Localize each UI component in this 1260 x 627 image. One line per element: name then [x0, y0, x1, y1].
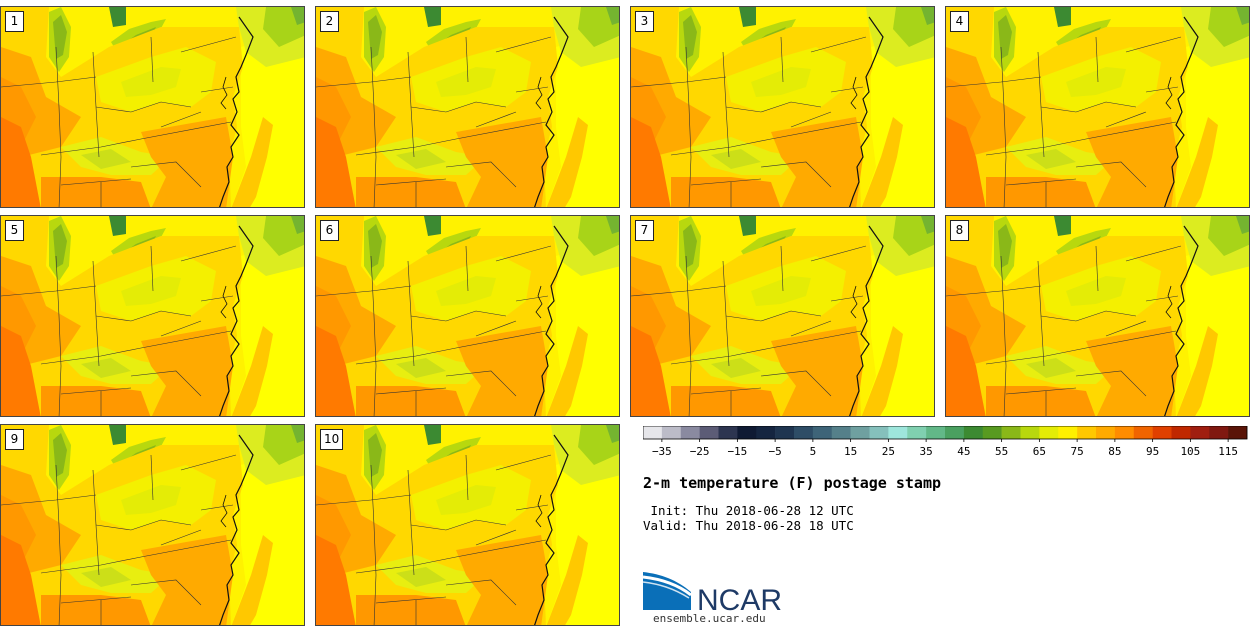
init-time: Init: Thu 2018-06-28 12 UTC	[643, 503, 854, 518]
colorbar-segment	[1190, 426, 1210, 439]
temperature-map	[1, 425, 304, 625]
colorbar-segment	[718, 426, 738, 439]
colorbar-segment	[1114, 426, 1135, 439]
colorbar-tick-label: −5	[769, 445, 782, 458]
temperature-map	[946, 7, 1249, 207]
ncar-logo-swoosh	[643, 572, 691, 610]
stamp-label: 6	[320, 220, 339, 241]
stamp-label: 2	[320, 11, 339, 32]
colorbar-tick-label: 25	[882, 445, 895, 458]
colorbar-tick-label: 115	[1218, 445, 1238, 458]
ncar-logo-text: NCAR	[697, 584, 782, 612]
stamp-label: 9	[5, 429, 24, 450]
colorbar-tick-label: −25	[690, 445, 710, 458]
stamp-label: 3	[635, 11, 654, 32]
stamp-panel-6: 6	[315, 215, 620, 417]
stamp-panel-1: 1	[0, 6, 305, 208]
colorbar-segment	[756, 426, 776, 439]
colorbar-tick-label: −15	[727, 445, 747, 458]
colorbar-segment	[1152, 426, 1172, 439]
colorbar-segment	[945, 426, 965, 439]
colorbar-tick-label: 65	[1033, 445, 1046, 458]
temperature-map	[631, 7, 934, 207]
colorbar-segment	[1133, 426, 1153, 439]
stamp-panel-5: 5	[0, 215, 305, 417]
colorbar-segment	[831, 426, 851, 439]
colorbar-segment	[982, 426, 1002, 439]
stamp-panel-4: 4	[945, 6, 1250, 208]
colorbar-segment	[794, 426, 814, 439]
stamp-label: 4	[950, 11, 969, 32]
colorbar-segment	[850, 426, 870, 439]
colorbar-tick-label: 45	[957, 445, 970, 458]
colorbar-segment	[1171, 426, 1191, 439]
colorbar-tick-label: 105	[1180, 445, 1200, 458]
stamp-label: 7	[635, 220, 654, 241]
colorbar-segment	[869, 426, 889, 439]
stamp-panel-2: 2	[315, 6, 620, 208]
colorbar-segment	[926, 426, 946, 439]
stamp-panel-10: 10	[315, 424, 620, 626]
colorbar-segment	[1001, 426, 1021, 439]
temperature-colorbar: −35 −25 −15 −5 5 15 25 35 45 55 65 75 85 95 105 115	[643, 426, 1248, 458]
colorbar-segment	[1077, 426, 1097, 439]
stamp-label: 8	[950, 220, 969, 241]
colorbar-tick-label: 85	[1108, 445, 1121, 458]
colorbar-segment	[1096, 426, 1116, 439]
colorbar-segment	[1039, 426, 1059, 439]
colorbar-segment	[680, 426, 700, 439]
colorbar-tick-label: 55	[995, 445, 1008, 458]
temperature-map	[1, 216, 304, 416]
colorbar-tick-label: 95	[1146, 445, 1159, 458]
stamp-panel-9: 9	[0, 424, 305, 626]
stamp-label: 5	[5, 220, 24, 241]
colorbar-segment	[1209, 426, 1229, 439]
colorbar-outline	[643, 426, 1248, 440]
colorbar-tick-label: −35	[652, 445, 672, 458]
colorbar-tick-label: 75	[1071, 445, 1084, 458]
colorbar-segment	[888, 426, 908, 439]
temperature-map	[1, 7, 304, 207]
valid-time: Valid: Thu 2018-06-28 18 UTC	[643, 518, 854, 533]
colorbar-segment	[1020, 426, 1040, 439]
colorbar-segment	[812, 426, 833, 439]
stamp-label: 1	[5, 11, 24, 32]
colorbar-tick-label: 35	[920, 445, 933, 458]
ncar-logo: NCAR	[643, 572, 782, 612]
colorbar-segment	[699, 426, 719, 439]
temperature-map	[631, 216, 934, 416]
colorbar-tick-label: 15	[844, 445, 857, 458]
colorbar-segment	[963, 426, 984, 439]
stamp-panel-8: 8	[945, 215, 1250, 417]
colorbar-tick-label: 5	[810, 445, 817, 458]
colorbar-segment	[775, 426, 795, 439]
colorbar-segment	[907, 426, 927, 439]
colorbar-segment	[643, 426, 663, 439]
colorbar-segment	[1228, 426, 1248, 439]
temperature-map	[316, 216, 619, 416]
website-url: ensemble.ucar.edu	[653, 612, 766, 625]
stamp-panel-7: 7	[630, 215, 935, 417]
temperature-map	[316, 7, 619, 207]
chart-title: 2-m temperature (F) postage stamp	[643, 474, 942, 492]
stamp-label: 10	[320, 429, 344, 450]
colorbar-segment	[737, 426, 757, 439]
temperature-map	[946, 216, 1249, 416]
temperature-map	[316, 425, 619, 625]
colorbar-segment	[661, 426, 682, 439]
colorbar-segment	[1058, 426, 1078, 439]
stamp-panel-3: 3	[630, 6, 935, 208]
